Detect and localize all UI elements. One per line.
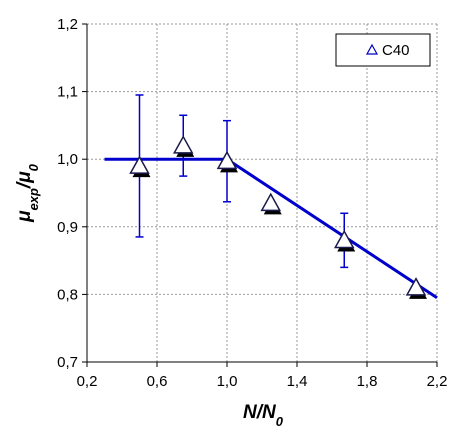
y-label-main: μ — [14, 210, 35, 223]
marker-triangle — [405, 277, 427, 296]
x-tick-label: 2,2 — [427, 373, 448, 390]
marker — [405, 277, 427, 299]
y-label-sub: exp — [26, 188, 41, 210]
fit-line — [104, 157, 438, 300]
x-axis-label: N/N0 — [243, 402, 284, 429]
marker-triangle — [172, 135, 194, 154]
legend-marker — [365, 43, 379, 55]
legend-box — [335, 33, 431, 67]
y-axis-label: μexp/μ0 — [14, 163, 41, 223]
marker — [216, 150, 238, 173]
y-tick-label: 1,1 — [57, 84, 78, 101]
y-tick-label: 1,0 — [57, 151, 78, 168]
x-label-main: N/N — [243, 402, 277, 423]
marker — [172, 135, 195, 157]
x-tick-label: 1,8 — [357, 373, 378, 390]
x-tick-label: 0,6 — [147, 373, 168, 390]
marker — [333, 229, 356, 252]
y-tick-label: 0,7 — [57, 354, 78, 371]
y-tick-label: 1,2 — [57, 16, 78, 33]
y-label-main2: /μ — [14, 171, 35, 189]
x-tick-label: 1,0 — [217, 373, 238, 390]
marker — [129, 155, 151, 178]
x-label-sub: 0 — [276, 414, 284, 429]
y-tick-label: 0,8 — [57, 286, 78, 303]
marker-triangle — [260, 192, 282, 212]
y-tick-label: 0,9 — [57, 219, 78, 236]
y-label-sub2: 0 — [26, 163, 41, 171]
marker-triangle — [216, 150, 238, 170]
x-tick-label: 1,4 — [287, 373, 308, 390]
x-tick-label: 0,2 — [77, 373, 98, 390]
marker-triangle — [333, 229, 355, 249]
marker — [260, 192, 282, 215]
marker-triangle — [129, 155, 150, 174]
legend-label: C40 — [382, 42, 410, 59]
legend: C40 — [335, 33, 431, 67]
